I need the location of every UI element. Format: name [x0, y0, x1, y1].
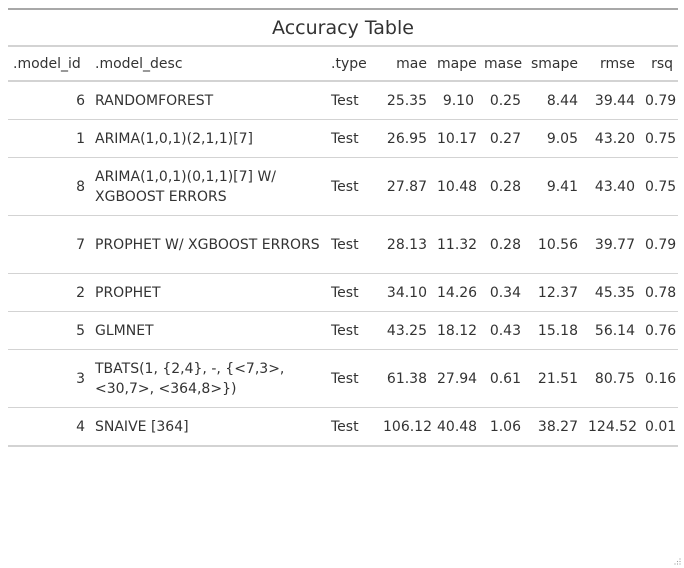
accuracy-table-container: Accuracy Table .model_id .model_desc .ty…	[8, 8, 679, 447]
cell-model-desc: TBATS(1, {2,4}, -, {<7,3>, <30,7>, <364,…	[90, 349, 326, 408]
table-row: 5 GLMNET Test 43.25 18.12 0.43 15.18 56.…	[8, 311, 679, 350]
cell-mape: 10.48	[432, 157, 479, 216]
cell-rmse: 43.40	[583, 157, 640, 216]
cell-model-id: 5	[8, 311, 90, 350]
cell-rsq: 0.79	[640, 215, 679, 274]
cell-type: Test	[326, 273, 378, 312]
cell-rsq: 0.01	[640, 407, 679, 447]
cell-mase: 0.28	[479, 157, 526, 216]
cell-mae: 26.95	[378, 119, 432, 158]
cell-smape: 9.41	[526, 157, 583, 216]
cell-mape: 10.17	[432, 119, 479, 158]
cell-type: Test	[326, 407, 378, 447]
column-header-rsq[interactable]: rsq	[640, 46, 679, 82]
cell-mae: 43.25	[378, 311, 432, 350]
cell-rmse: 45.35	[583, 273, 640, 312]
cell-mase: 0.28	[479, 215, 526, 274]
cell-model-desc: SNAIVE [364]	[90, 407, 326, 447]
cell-type: Test	[326, 349, 378, 408]
cell-mae: 25.35	[378, 81, 432, 120]
cell-mase: 0.43	[479, 311, 526, 350]
cell-smape: 9.05	[526, 119, 583, 158]
cell-smape: 15.18	[526, 311, 583, 350]
cell-rmse: 56.14	[583, 311, 640, 350]
column-header-model-desc[interactable]: .model_desc	[90, 46, 326, 82]
cell-type: Test	[326, 311, 378, 350]
cell-model-id: 8	[8, 157, 90, 216]
cell-mae: 27.87	[378, 157, 432, 216]
cell-rsq: 0.78	[640, 273, 679, 312]
column-header-mase[interactable]: mase	[479, 46, 526, 82]
cell-model-desc: GLMNET	[90, 311, 326, 350]
column-header-model-id[interactable]: .model_id	[8, 46, 90, 82]
cell-mae: 28.13	[378, 215, 432, 274]
cell-type: Test	[326, 157, 378, 216]
column-header-mape[interactable]: mape	[432, 46, 479, 82]
cell-mae: 106.12	[378, 407, 432, 447]
table-row: 7 PROPHET W/ XGBOOST ERRORS Test 28.13 1…	[8, 215, 679, 274]
cell-mae: 34.10	[378, 273, 432, 312]
cell-smape: 12.37	[526, 273, 583, 312]
cell-model-id: 1	[8, 119, 90, 158]
cell-model-desc: ARIMA(1,0,1)(2,1,1)[7]	[90, 119, 326, 158]
cell-model-id: 4	[8, 407, 90, 447]
cell-model-desc: PROPHET W/ XGBOOST ERRORS	[90, 215, 326, 274]
cell-model-id: 2	[8, 273, 90, 312]
header-row: .model_id .model_desc .type mae mape mas…	[8, 46, 679, 82]
cell-rsq: 0.76	[640, 311, 679, 350]
cell-type: Test	[326, 215, 378, 274]
column-header-rmse[interactable]: rmse	[583, 46, 640, 82]
cell-mape: 18.12	[432, 311, 479, 350]
cell-model-id: 7	[8, 215, 90, 274]
accuracy-table: Accuracy Table .model_id .model_desc .ty…	[8, 8, 679, 447]
cell-mape: 40.48	[432, 407, 479, 447]
cell-rsq: 0.75	[640, 157, 679, 216]
title-row: Accuracy Table	[8, 8, 679, 47]
table-row: 3 TBATS(1, {2,4}, -, {<7,3>, <30,7>, <36…	[8, 349, 679, 408]
cell-mase: 0.27	[479, 119, 526, 158]
cell-model-desc: PROPHET	[90, 273, 326, 312]
cell-mape: 27.94	[432, 349, 479, 408]
cell-rsq: 0.75	[640, 119, 679, 158]
table-row: 2 PROPHET Test 34.10 14.26 0.34 12.37 45…	[8, 273, 679, 312]
cell-mase: 1.06	[479, 407, 526, 447]
cell-type: Test	[326, 119, 378, 158]
column-header-smape[interactable]: smape	[526, 46, 583, 82]
column-header-type[interactable]: .type	[326, 46, 378, 82]
table-row: 6 RANDOMFOREST Test 25.35 9.10 0.25 8.44…	[8, 81, 679, 120]
cell-model-id: 3	[8, 349, 90, 408]
cell-rmse: 39.77	[583, 215, 640, 274]
table-row: 8 ARIMA(1,0,1)(0,1,1)[7] W/ XGBOOST ERRO…	[8, 157, 679, 216]
table-title: Accuracy Table	[8, 8, 679, 47]
cell-rmse: 80.75	[583, 349, 640, 408]
cell-rmse: 124.52	[583, 407, 640, 447]
cell-rmse: 39.44	[583, 81, 640, 120]
cell-mase: 0.61	[479, 349, 526, 408]
cell-smape: 8.44	[526, 81, 583, 120]
cell-mape: 14.26	[432, 273, 479, 312]
cell-rsq: 0.79	[640, 81, 679, 120]
resize-grip-icon[interactable]	[674, 558, 681, 565]
cell-mape: 9.10	[432, 81, 479, 120]
cell-mape: 11.32	[432, 215, 479, 274]
cell-mase: 0.34	[479, 273, 526, 312]
cell-rsq: 0.16	[640, 349, 679, 408]
cell-smape: 38.27	[526, 407, 583, 447]
cell-mae: 61.38	[378, 349, 432, 408]
cell-model-id: 6	[8, 81, 90, 120]
cell-rmse: 43.20	[583, 119, 640, 158]
cell-smape: 21.51	[526, 349, 583, 408]
table-row: 4 SNAIVE [364] Test 106.12 40.48 1.06 38…	[8, 407, 679, 447]
table-row: 1 ARIMA(1,0,1)(2,1,1)[7] Test 26.95 10.1…	[8, 119, 679, 158]
cell-mase: 0.25	[479, 81, 526, 120]
cell-model-desc: ARIMA(1,0,1)(0,1,1)[7] W/ XGBOOST ERRORS	[90, 157, 326, 216]
cell-smape: 10.56	[526, 215, 583, 274]
cell-type: Test	[326, 81, 378, 120]
column-header-mae[interactable]: mae	[378, 46, 432, 82]
cell-model-desc: RANDOMFOREST	[90, 81, 326, 120]
